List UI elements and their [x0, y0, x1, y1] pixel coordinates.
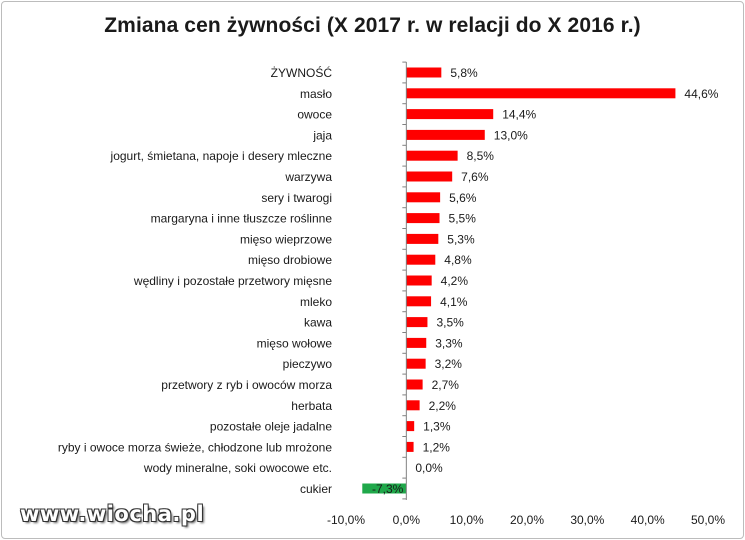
category-label: ŻYWNOŚĆ [271, 65, 333, 80]
value-labels: 5,8% 44,6% 14,4% 13,0% 8,5% 7,6% 5,6% 5,5% 5,3% 4… [372, 66, 719, 496]
bar [406, 317, 428, 328]
data-label: 3,5% [436, 316, 464, 330]
watermark-logo: www.wiocha.pl [20, 502, 205, 526]
data-label: 13,0% [494, 128, 528, 142]
axes [402, 61, 407, 500]
chart-title: Zmiana cen żywności (X 2017 r. w relacji… [104, 14, 641, 37]
x-tick-label: 20,0% [510, 513, 544, 527]
category-label: herbata [291, 399, 332, 413]
category-label: jogurt, śmietana, napoje i desery mleczn… [110, 149, 333, 163]
bar [406, 400, 420, 411]
data-label: -7,3% [372, 482, 404, 496]
bar [406, 233, 439, 244]
data-label: 44,6% [684, 87, 718, 101]
data-label: 5,3% [447, 232, 475, 246]
data-label: 8,5% [467, 149, 495, 163]
data-label: 2,2% [429, 399, 457, 413]
data-label: 5,5% [449, 212, 477, 226]
bar [406, 275, 432, 286]
category-label: kawa [304, 316, 332, 330]
x-tick-label: 50,0% [691, 513, 725, 527]
bar [406, 150, 458, 161]
x-tick-label: 30,0% [570, 513, 604, 527]
category-label: jaja [312, 128, 332, 142]
data-label: 3,3% [435, 336, 463, 350]
category-label: ryby i owoce morza świeże, chłodzone lub… [58, 440, 332, 454]
bar [406, 421, 415, 432]
data-label: 1,2% [423, 440, 451, 454]
bar [406, 171, 453, 182]
x-tick-label: 40,0% [631, 513, 665, 527]
x-tick-label: -10,0% [327, 513, 365, 527]
category-label: margaryna i inne tłuszcze roślinne [151, 212, 333, 226]
bar [406, 337, 427, 348]
data-label: 1,3% [423, 420, 451, 434]
category-labels: ŻYWNOŚĆ masło owoce jaja jogurt, śmietana, n… [58, 65, 332, 496]
category-label: cukier [300, 482, 332, 496]
data-label: 3,2% [435, 357, 463, 371]
data-label: 4,2% [441, 274, 469, 288]
bar [406, 213, 440, 224]
data-label: 5,6% [449, 191, 477, 205]
bar [406, 358, 426, 369]
bar [406, 192, 441, 203]
data-label: 4,1% [440, 295, 468, 309]
bar [406, 296, 432, 307]
data-label: 2,7% [432, 378, 460, 392]
category-label: pozostałe oleje jadalne [210, 420, 332, 434]
category-label: warzywa [284, 170, 332, 184]
category-label: mleko [300, 295, 332, 309]
category-label: owoce [297, 108, 332, 122]
category-label: pieczywo [283, 357, 333, 371]
bar [406, 129, 485, 140]
category-label: mięso drobiowe [248, 253, 332, 267]
category-label: wędliny i pozostałe przetwory mięsne [133, 274, 332, 288]
category-label: masło [300, 87, 332, 101]
category-label: przetwory z ryb i owoców morza [161, 378, 332, 392]
bar [406, 379, 423, 390]
data-label: 14,4% [502, 108, 536, 122]
data-label: 4,8% [444, 253, 472, 267]
category-label: mięso wieprzowe [240, 232, 332, 246]
category-label: wody mineralne, soki owocowe etc. [143, 461, 332, 475]
data-label: 5,8% [450, 66, 478, 80]
x-tick-label: 0,0% [393, 513, 421, 527]
bar [406, 88, 676, 99]
data-label: 7,6% [461, 170, 489, 184]
bar [406, 109, 494, 120]
bars [362, 67, 676, 494]
data-label: 0,0% [415, 461, 443, 475]
bar [406, 441, 414, 452]
bar [362, 483, 407, 494]
x-tick-labels: -10,0% 0,0% 10,0% 20,0% 30,0% 40,0% 50,0% [327, 513, 725, 527]
category-label: sery i twarogi [261, 191, 332, 205]
category-label: mięso wołowe [257, 336, 333, 350]
x-tick-label: 10,0% [450, 513, 484, 527]
bar [406, 67, 442, 78]
bar [406, 254, 436, 265]
